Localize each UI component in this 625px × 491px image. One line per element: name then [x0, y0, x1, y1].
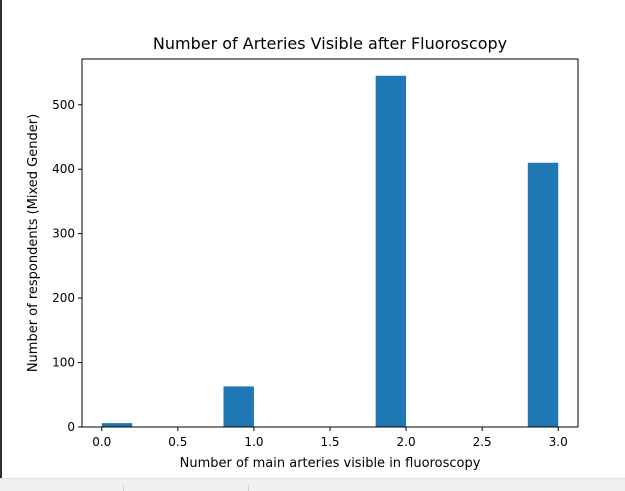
y-tick-label: 100 — [52, 356, 75, 370]
y-tick-label: 300 — [52, 227, 75, 241]
bar-2 — [375, 75, 407, 428]
y-tick-label: 0 — [67, 420, 75, 434]
bar-3 — [527, 162, 559, 427]
x-axis-label: Number of main arteries visible in fluor… — [180, 456, 481, 471]
plot-area-frame — [81, 58, 579, 428]
strip-divider — [248, 485, 249, 491]
x-tick-label: 0.5 — [168, 435, 187, 449]
chart-title: Number of Arteries Visible after Fluoros… — [153, 34, 507, 53]
bottom-status-strip — [0, 478, 625, 491]
y-tick-label: 200 — [52, 291, 75, 305]
y-tick-label: 400 — [52, 162, 75, 176]
strip-divider — [123, 485, 124, 491]
bar-1 — [223, 386, 254, 427]
bar-0 — [101, 423, 133, 427]
x-tick-label: 3.0 — [549, 435, 568, 449]
x-tick-label: 1.5 — [320, 435, 339, 449]
window-left-edge — [0, 0, 2, 478]
x-axis-ticks: 0.0 0.5 1.0 1.5 2.0 2.5 3.0 — [92, 427, 568, 449]
x-tick-label: 0.0 — [92, 435, 111, 449]
y-axis-ticks: 0 100 200 300 400 500 — [52, 98, 82, 434]
y-axis-label: Number of respondents (Mixed Gender) — [26, 114, 41, 372]
x-tick-label: 2.5 — [473, 435, 492, 449]
chart-figure: Number of Arteries Visible after Fluoros… — [26, 34, 579, 471]
y-tick-label: 500 — [52, 98, 75, 112]
x-tick-label: 1.0 — [244, 435, 263, 449]
bars-group — [101, 75, 559, 428]
x-tick-label: 2.0 — [397, 435, 416, 449]
